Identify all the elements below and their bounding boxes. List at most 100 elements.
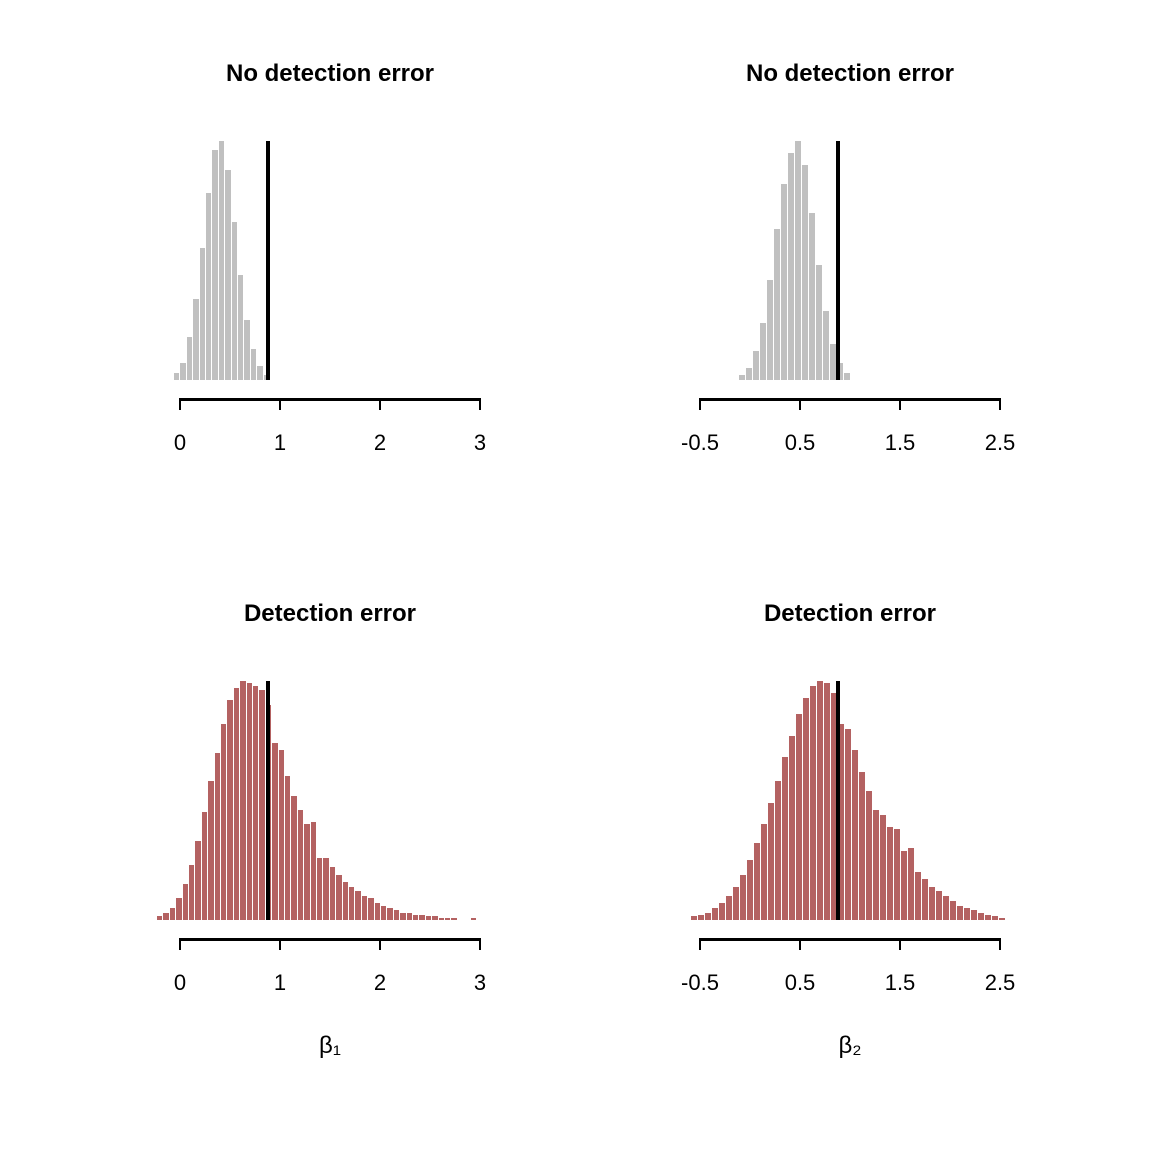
x-tick-label: 3 [440,970,520,996]
x-tick-label: 1 [240,430,320,456]
histogram-bar [746,860,753,920]
histogram-bar [767,803,774,920]
histogram-bar [801,165,808,380]
x-tick [999,398,1002,410]
histogram-bar [711,908,718,920]
x-tick [899,938,902,950]
histogram-bar [809,686,816,920]
histogram-bar [843,373,850,380]
figure: No detection error0123No detection error… [0,0,1152,1152]
x-tick-label: 0.5 [760,430,840,456]
histogram-bar [739,875,746,920]
x-tick [699,938,702,950]
histogram-bar [816,681,823,920]
histogram-bar [921,879,928,920]
plot-area [150,660,510,920]
histogram-bar [970,910,977,920]
histogram-bar [759,323,766,380]
histogram-bar [956,906,963,920]
histogram-bar [690,916,697,920]
histogram-bar [774,781,781,920]
x-tick-label: 1 [240,970,320,996]
histogram-bar [470,918,476,920]
panel-0: No detection error 0123 [120,30,540,510]
x-tick [999,938,1002,950]
reference-line [266,681,271,920]
panel-title: No detection error [640,60,1060,88]
histogram-bar [928,887,935,920]
histogram-bar [865,791,872,920]
x-tick [479,398,482,410]
x-axis-label: β₁ [120,1032,540,1060]
histogram-bar [760,824,767,920]
x-tick [799,938,802,950]
histogram-bar [725,896,732,920]
histogram-bar [815,265,822,380]
histogram-bar [977,913,984,920]
histogram-bar [788,736,795,920]
reference-line [836,141,841,380]
panel-title: No detection error [120,60,540,88]
panel-3: Detection error-0.50.51.52.5β₂ [640,570,1060,1050]
histogram-bar [753,843,760,920]
x-tick [279,398,282,410]
histogram-bar [822,311,829,380]
histogram-bar [780,184,787,380]
histogram-bar [795,714,802,920]
histogram-bar [935,891,942,920]
histogram-bar [787,153,794,380]
plot-area [670,660,1030,920]
histogram-bar [450,918,456,920]
histogram-bar [752,351,759,380]
histogram-bar [794,141,801,380]
histogram-bar [697,915,704,920]
histogram-bar [886,827,893,920]
histogram-bar [773,229,780,380]
plot-area [670,120,1030,380]
histogram-bar [900,851,907,920]
histogram-bar [851,750,858,920]
x-tick [699,398,702,410]
histogram-bar [802,698,809,920]
histogram-bar [844,729,851,920]
histogram-bar [998,918,1005,920]
histogram-bar [879,815,886,920]
histogram-bar [781,757,788,920]
panel-title: Detection error [120,600,540,628]
histogram-bar [732,887,739,920]
histogram-bar [808,213,815,380]
x-tick-label: 2.5 [960,430,1040,456]
x-tick-label: 0.5 [760,970,840,996]
x-tick-label: 2 [340,430,420,456]
histogram-bar [718,903,725,920]
histogram-bar [823,683,830,920]
x-tick-label: -0.5 [660,430,740,456]
histogram-bar [907,848,914,920]
plot-area [150,120,510,380]
reference-line [836,681,841,920]
x-tick [179,398,182,410]
x-tick-label: 3 [440,430,520,456]
histogram-bar [991,916,998,920]
x-tick [479,938,482,950]
histogram-bar [745,368,752,380]
histogram-bar [949,901,956,920]
histogram-bar [893,829,900,920]
x-tick [179,938,182,950]
histogram-bar [942,896,949,920]
histogram-bar [766,280,773,380]
histogram-bar [984,915,991,920]
panel-1: No detection error -0.5 0.5 1.5 2.5 [640,30,1060,510]
x-tick [279,938,282,950]
x-axis-line [180,398,480,401]
x-axis-label: β₂ [640,1032,1060,1060]
panel-2: Detection error0123β₁ [120,570,540,1050]
x-tick [899,398,902,410]
x-tick [379,398,382,410]
x-tick-label: 0 [140,430,220,456]
histogram-bar [872,810,879,920]
histogram-bar [963,908,970,920]
x-tick-label: 2 [340,970,420,996]
x-tick-label: 1.5 [860,430,940,456]
x-tick [379,938,382,950]
